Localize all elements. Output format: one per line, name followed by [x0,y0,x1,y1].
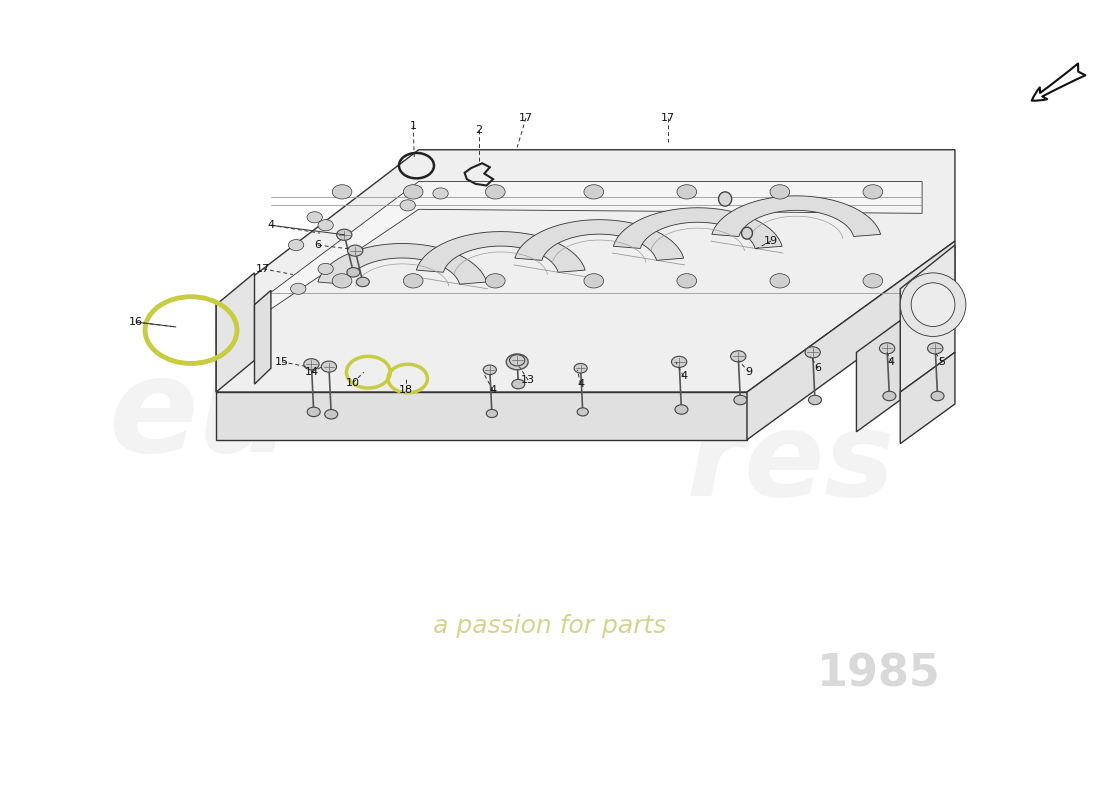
Circle shape [578,408,588,416]
Circle shape [676,274,696,288]
Polygon shape [254,290,271,384]
Circle shape [307,407,320,417]
Circle shape [321,361,337,372]
Circle shape [734,395,747,405]
Text: 4: 4 [490,386,497,395]
Circle shape [512,379,525,389]
Circle shape [805,346,821,358]
Circle shape [356,278,370,286]
Text: 4: 4 [578,379,584,389]
Text: res: res [686,406,895,521]
Text: 1: 1 [409,121,417,131]
Text: 5: 5 [938,357,945,367]
Circle shape [506,354,528,370]
Circle shape [770,274,790,288]
Circle shape [486,410,497,418]
Text: 9: 9 [746,367,752,377]
Circle shape [864,185,882,199]
Circle shape [864,274,882,288]
Circle shape [676,185,696,199]
Text: 10: 10 [346,378,360,387]
Polygon shape [857,321,900,432]
Text: 4: 4 [888,357,895,367]
Polygon shape [217,150,955,392]
Circle shape [574,363,587,373]
Text: 6: 6 [315,240,321,250]
Circle shape [730,350,746,362]
Circle shape [671,356,686,367]
Ellipse shape [900,273,966,337]
Text: 17: 17 [661,113,675,123]
Polygon shape [900,245,955,392]
Circle shape [348,245,363,256]
Circle shape [927,342,943,354]
Text: 1985: 1985 [816,653,940,695]
Circle shape [483,365,496,374]
Polygon shape [217,273,254,392]
Polygon shape [217,392,747,440]
Circle shape [346,267,360,277]
Text: a passion for parts: a passion for parts [433,614,667,638]
Circle shape [324,410,338,419]
Polygon shape [900,352,955,444]
Polygon shape [254,182,922,314]
Polygon shape [712,196,881,237]
Text: 2: 2 [475,125,483,135]
Polygon shape [416,231,585,272]
Text: 4: 4 [680,371,688,381]
Circle shape [931,391,944,401]
Polygon shape [515,220,684,260]
Text: 15: 15 [275,357,289,367]
Circle shape [332,185,352,199]
Ellipse shape [741,227,752,239]
Circle shape [879,342,894,354]
Ellipse shape [718,192,732,206]
Polygon shape [318,243,486,284]
Circle shape [290,283,306,294]
Text: 13: 13 [521,375,535,385]
Circle shape [404,185,424,199]
Circle shape [584,185,604,199]
Text: 19: 19 [764,236,778,246]
Text: 17: 17 [519,113,534,123]
Text: 14: 14 [305,367,319,377]
Circle shape [675,405,688,414]
Circle shape [332,274,352,288]
Circle shape [433,188,448,199]
Circle shape [318,220,333,230]
Circle shape [307,212,322,223]
Circle shape [770,185,790,199]
Circle shape [808,395,822,405]
Circle shape [337,229,352,240]
Circle shape [485,185,505,199]
Circle shape [404,274,424,288]
Text: eu: eu [108,352,292,479]
Circle shape [883,391,895,401]
Ellipse shape [911,283,955,326]
Text: 16: 16 [130,317,143,327]
Text: 17: 17 [256,264,271,274]
Circle shape [318,263,333,274]
Polygon shape [747,241,955,440]
Circle shape [400,200,416,211]
Circle shape [304,358,319,370]
Text: 4: 4 [267,220,275,230]
Polygon shape [614,208,782,249]
Text: 18: 18 [398,386,412,395]
Circle shape [288,239,304,250]
Circle shape [509,354,525,366]
Text: 6: 6 [815,363,822,374]
Circle shape [584,274,604,288]
Circle shape [485,274,505,288]
